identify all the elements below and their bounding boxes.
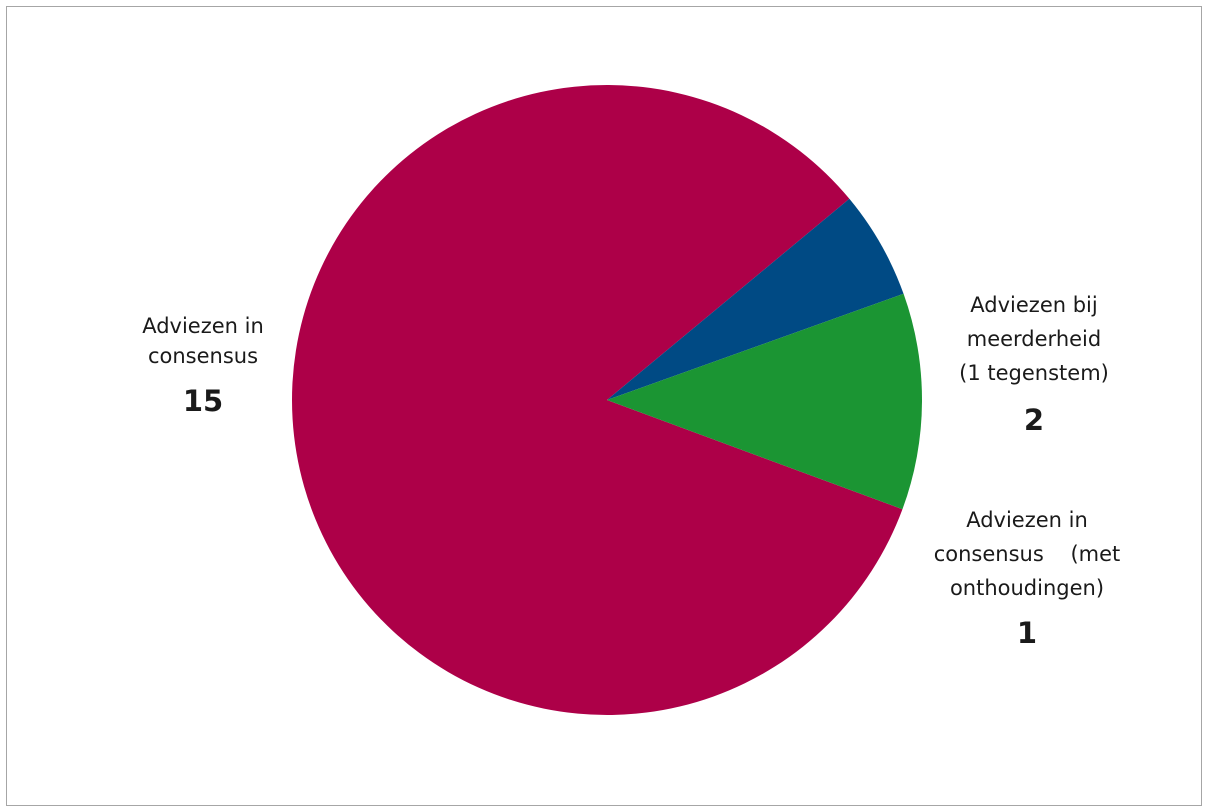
pie-chart: Adviezen in consensus 15 Adviezen in consens… [142, 85, 1120, 716]
slice-label-1: Adviezen in consensus (met onthoudingen) [934, 508, 1121, 600]
slice-label-2: Adviezen bij meerderheid (1 tegenstem) [959, 293, 1109, 385]
slice-label-0: Adviezen in consensus [142, 314, 264, 368]
slice-value-1: 1 [1017, 616, 1037, 650]
pie-labels: Adviezen in consensus 15 Adviezen in consens… [142, 293, 1120, 650]
pie-slices [292, 85, 923, 716]
pie-slice-0 [292, 85, 903, 716]
pie-slice-1 [607, 198, 904, 400]
slice-value-2: 2 [1024, 403, 1044, 437]
pie-slice-2 [607, 293, 923, 510]
slice-value-0: 15 [183, 384, 223, 418]
